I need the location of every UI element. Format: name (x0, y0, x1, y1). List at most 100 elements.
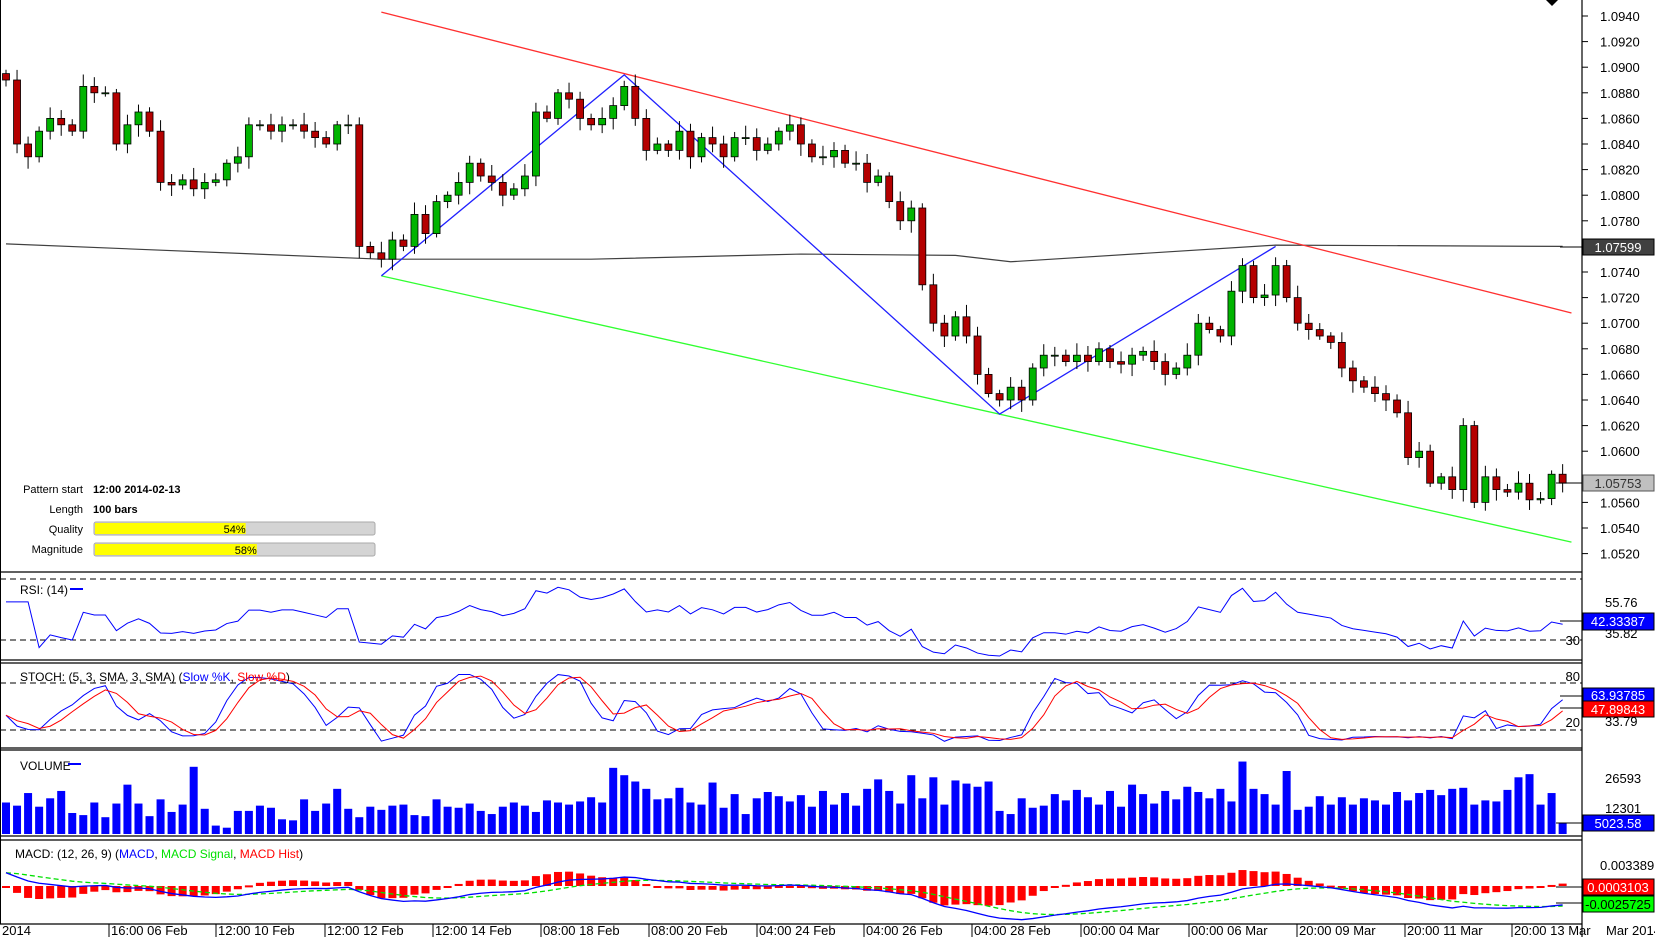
bearish-candle (1084, 354, 1092, 363)
quality-percent: 54% (224, 524, 246, 536)
rsi-value: 42.33387 (1591, 614, 1645, 629)
volume-bar (1050, 794, 1059, 834)
macd-histogram-bar (1481, 886, 1490, 894)
macd-axis-label: 0.003389 (1600, 858, 1654, 873)
bearish-candle (940, 322, 949, 337)
volume-bar (1128, 784, 1137, 834)
macd-histogram-bar (885, 886, 894, 893)
volume-bar (962, 783, 971, 834)
length-value: 100 bars (93, 504, 138, 516)
volume-bar (1205, 798, 1214, 834)
volume-bar (79, 815, 88, 834)
scroll-marker-icon[interactable] (1546, 0, 1558, 6)
macd-histogram-bar (1260, 872, 1269, 886)
volume-bar (631, 781, 640, 834)
volume-bar (995, 810, 1004, 834)
stoch-k-value: 63.93785 (1591, 688, 1645, 703)
macd-histogram-bar (1017, 886, 1026, 901)
macd-histogram-bar (101, 886, 110, 891)
price-tick-label: 1.0720 (1600, 291, 1640, 306)
volume-bar (1492, 801, 1501, 834)
macd-histogram-bar (222, 886, 231, 892)
bearish-candle (929, 284, 938, 324)
bearish-candle (1382, 393, 1390, 401)
macd-histogram-bar (951, 886, 960, 905)
volume-legend: VOLUME 26593 12301 5023.58 (20, 759, 1655, 832)
bearish-candle (1117, 361, 1125, 365)
macd-histogram-bar (708, 886, 717, 890)
volume-bar (1404, 800, 1413, 834)
macd-histogram-bar (46, 886, 55, 899)
macd-histogram-bar (311, 881, 320, 886)
volume-bar (620, 775, 629, 834)
volume-bar (1094, 804, 1103, 834)
bearish-candle (576, 98, 584, 119)
volume-bar (333, 788, 342, 834)
volume-bar (156, 799, 165, 834)
bearish-candle (1448, 476, 1457, 490)
macd-histogram-bar (498, 880, 507, 886)
macd-histogram-bar (278, 880, 286, 886)
volume-bar (1139, 794, 1148, 834)
bullish-candle (1536, 498, 1545, 501)
volume-bar (1006, 814, 1015, 834)
bullish-candle (1194, 322, 1203, 356)
macd-histogram-bar (995, 886, 1004, 906)
volume-bar (896, 803, 905, 834)
volume-bar (940, 804, 949, 834)
price-tick-label: 1.0820 (1600, 163, 1640, 178)
macd-histogram-bar (542, 874, 551, 886)
macd-hist-value: 0.0003103 (1587, 880, 1648, 895)
time-tick-label: 12:00 12 Feb (327, 923, 404, 937)
macd-histogram-bar (432, 886, 441, 890)
macd-histogram-bar (200, 886, 209, 896)
macd-histogram-bar (1382, 886, 1390, 895)
volume-bar (1238, 761, 1247, 834)
bearish-candle (1061, 354, 1070, 363)
volume-bar (278, 819, 286, 834)
bearish-candle (2, 73, 10, 81)
macd-line (5, 872, 1563, 921)
support-trendline (381, 275, 1572, 543)
bearish-candle (808, 143, 816, 158)
volume-bar (1359, 798, 1368, 834)
price-panel[interactable] (2, 11, 1572, 543)
volume-bar (841, 793, 850, 834)
macd-histogram-bar (24, 886, 33, 898)
macd-histogram-bar (1459, 886, 1468, 895)
bullish-candle (200, 181, 209, 190)
bearish-candle (24, 143, 32, 158)
macd-histogram-bar (1117, 878, 1126, 886)
macd-signal-value-box (1582, 895, 1655, 913)
volume-bar (1370, 800, 1379, 834)
volume-bar (1382, 804, 1390, 834)
macd-histogram-bar (1426, 886, 1435, 901)
macd-histogram-bar (266, 881, 275, 886)
bearish-candle (322, 137, 331, 145)
volume-bar (13, 805, 22, 834)
bullish-candle (1028, 367, 1037, 401)
volume-bar (255, 805, 264, 834)
time-tick-label: 20:00 11 Mar (1407, 923, 1483, 937)
rsi-legend-label: RSI: (14) (20, 583, 68, 597)
last-price-box (1582, 474, 1655, 492)
price-tick-label: 1.0520 (1600, 547, 1640, 562)
stoch-legend-k: Slow %K (182, 670, 230, 684)
bearish-candle (476, 162, 485, 177)
volume-bar (697, 804, 706, 834)
macd-histogram-bar (1404, 886, 1413, 899)
time-tick-label: 12:00 10 Feb (218, 923, 295, 937)
bullish-candle (233, 156, 242, 164)
volume-bar (565, 804, 574, 834)
macd-histogram-bar (1492, 886, 1501, 893)
bullish-candle (443, 194, 452, 202)
volume-bar (366, 806, 375, 834)
price-tick-label: 1.0860 (1600, 111, 1640, 126)
macd-histogram-bar (13, 886, 22, 893)
volume-bar (476, 810, 485, 834)
stoch-level-20: 20 (1566, 715, 1580, 730)
macd-histogram-bar (752, 886, 761, 890)
macd-histogram-bar (1094, 879, 1103, 886)
macd-histogram-bar (79, 886, 88, 894)
macd-histogram-bar (719, 886, 728, 891)
